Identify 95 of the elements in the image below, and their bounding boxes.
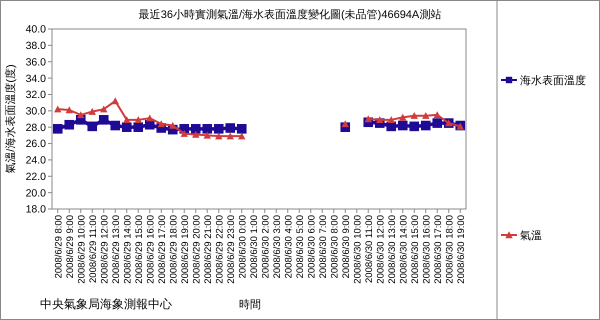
point — [77, 111, 84, 118]
y-tick-label: 18.0 — [26, 204, 46, 216]
x-tick-label: 2008/6/30 6:00 — [306, 215, 318, 278]
point — [236, 124, 247, 134]
y-axis-title: 氣溫/海水表面溫度(度) — [4, 64, 17, 174]
x-tick-label: 2008/6/30 10:00 — [352, 215, 364, 284]
x-axis-title: 時間 — [239, 298, 261, 311]
point — [54, 105, 62, 112]
y-tick-label: 28.0 — [26, 122, 46, 134]
x-tick-label: 2008/6/29 20:00 — [191, 215, 202, 284]
x-tick-label: 2008/6/30 1:00 — [248, 215, 260, 278]
point — [376, 116, 384, 124]
point — [214, 124, 224, 134]
point — [364, 115, 372, 122]
x-tick-label: 2008/6/29 8:00 — [53, 215, 64, 278]
point — [238, 132, 246, 140]
y-tick-label: 40.0 — [26, 24, 46, 36]
point — [190, 124, 201, 134]
point — [225, 123, 236, 133]
point — [180, 130, 188, 137]
x-tick-label: 2008/6/30 8:00 — [329, 215, 340, 278]
point — [398, 120, 408, 130]
point — [422, 112, 430, 119]
point — [110, 120, 120, 130]
x-tick-label: 2008/6/29 15:00 — [134, 215, 145, 284]
point — [123, 116, 130, 124]
point — [420, 120, 431, 130]
point — [202, 124, 212, 134]
x-tick-label: 2008/6/30 4:00 — [283, 215, 294, 278]
x-tick-label: 2008/6/29 9:00 — [64, 215, 76, 278]
x-tick-label: 2008/6/30 14:00 — [398, 215, 410, 284]
x-tick-label: 2008/6/29 21:00 — [202, 215, 214, 284]
point — [52, 124, 63, 134]
x-tick-label: 2008/6/30 2:00 — [260, 215, 272, 278]
chart-title: 最近36小時實測氣溫/海水表面溫度變化圖(未品管)46694A測站 — [138, 8, 442, 21]
x-tick-label: 2008/6/30 12:00 — [375, 215, 386, 284]
point — [192, 130, 200, 138]
y-tick-label: 20.0 — [26, 187, 46, 200]
x-tick-label: 2008/6/29 16:00 — [145, 215, 156, 284]
legend-label: 氣溫 — [520, 230, 542, 242]
x-tick-label: 2008/6/30 11:00 — [364, 215, 375, 283]
y-tick-label: 30.0 — [26, 105, 46, 118]
x-tick-label: 2008/6/30 13:00 — [386, 215, 398, 284]
x-tick-label: 2008/6/30 0:00 — [237, 215, 248, 278]
x-tick-label: 2008/6/30 15:00 — [410, 215, 421, 284]
x-tick-label: 2008/6/29 17:00 — [156, 215, 168, 284]
point — [204, 132, 211, 139]
point — [133, 122, 144, 132]
y-tick-label: 24.0 — [26, 154, 46, 167]
point — [98, 115, 109, 125]
point — [169, 122, 176, 129]
y-tick-label: 32.0 — [26, 89, 46, 102]
point — [399, 114, 406, 121]
x-tick-label: 2008/6/29 22:00 — [214, 215, 226, 284]
x-tick-label: 2008/6/30 16:00 — [421, 215, 432, 284]
point — [434, 111, 441, 118]
x-tick-label: 2008/6/29 18:00 — [168, 215, 180, 284]
x-tick-label: 2008/6/30 9:00 — [340, 215, 352, 278]
point — [409, 122, 420, 132]
point — [158, 120, 165, 128]
point — [122, 122, 132, 132]
x-tick-label: 2008/6/30 7:00 — [318, 215, 329, 278]
x-tick-label: 2008/6/29 23:00 — [226, 215, 237, 284]
point — [342, 120, 349, 128]
point — [66, 106, 73, 114]
x-tick-label: 2008/6/29 10:00 — [76, 215, 88, 284]
y-tick-label: 26.0 — [26, 138, 46, 150]
y-tick-label: 36.0 — [26, 56, 46, 68]
point — [87, 122, 98, 132]
x-tick-label: 2008/6/29 12:00 — [99, 215, 110, 284]
y-tick-label: 34.0 — [26, 72, 46, 85]
legend-label: 海水表面溫度 — [520, 74, 586, 87]
point — [100, 105, 108, 112]
point — [64, 120, 74, 130]
point — [226, 132, 234, 140]
point — [432, 118, 442, 128]
point — [388, 116, 395, 124]
x-tick-label: 2008/6/30 18:00 — [444, 215, 456, 284]
x-tick-label: 2008/6/29 19:00 — [180, 215, 191, 284]
text: 中央氣象局海象測報中心 — [40, 297, 172, 311]
point — [215, 132, 222, 140]
x-tick-label: 2008/6/30 3:00 — [272, 215, 283, 278]
point — [146, 114, 154, 122]
x-tick-label: 2008/6/30 19:00 — [456, 215, 467, 284]
y-tick-label: 38.0 — [26, 40, 46, 52]
y-tick-label: 22.0 — [26, 170, 46, 183]
x-tick-label: 2008/6/29 11:00 — [88, 215, 99, 283]
point — [134, 116, 142, 124]
point — [88, 108, 96, 115]
x-tick-label: 2008/6/29 14:00 — [122, 215, 134, 284]
point — [410, 112, 418, 119]
x-tick-label: 2008/6/30 17:00 — [432, 215, 444, 284]
x-tick-label: 2008/6/30 5:00 — [294, 215, 306, 278]
x-tick-label: 2008/6/29 13:00 — [110, 215, 122, 284]
point — [112, 97, 119, 104]
